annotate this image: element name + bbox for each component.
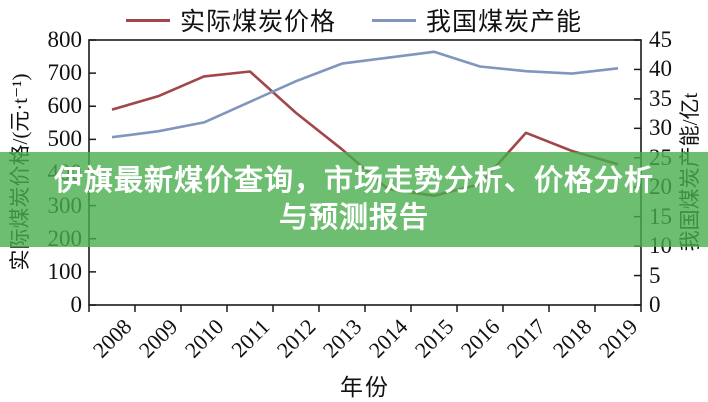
- axis-tick-label: 100: [47, 258, 83, 284]
- axis-tick-label: 0: [649, 292, 661, 317]
- axis-tick-label: 500: [47, 126, 83, 152]
- price-line-swatch-icon: [125, 18, 170, 22]
- legend-item-price: 实际煤炭价格: [125, 2, 336, 38]
- data-line-1: [111, 50, 619, 139]
- banner-title-line2: 与预测报告: [278, 201, 429, 234]
- axis-tick-label: 0: [70, 292, 83, 317]
- capacity-line-swatch-icon: [372, 18, 416, 22]
- legend-label-capacity: 我国煤炭产能: [426, 9, 583, 36]
- axis-tick-label: 5: [649, 262, 661, 288]
- axis-tick-label: 35: [649, 85, 672, 111]
- axis-tick-label: 700: [47, 60, 83, 86]
- overlay-banner: 伊旗最新煤价查询，市场走势分析、价格分析 与预测报告: [0, 152, 708, 247]
- legend-label-price: 实际煤炭价格: [179, 9, 336, 36]
- axis-tick-label: 30: [649, 115, 672, 141]
- axis-tick-label: 40: [649, 56, 672, 82]
- banner-title-line1: 伊旗最新煤价查询，市场走势分析、价格分析: [53, 164, 654, 197]
- x-axis-title: 年份: [340, 375, 390, 400]
- legend-item-capacity: 我国煤炭产能: [372, 2, 582, 38]
- axis-tick-label: 800: [47, 27, 83, 52]
- chart-legend: 实际煤炭价格 我国煤炭产能: [0, 4, 708, 36]
- axis-tick-label: 45: [649, 27, 672, 52]
- axis-tick-label: 600: [47, 93, 83, 119]
